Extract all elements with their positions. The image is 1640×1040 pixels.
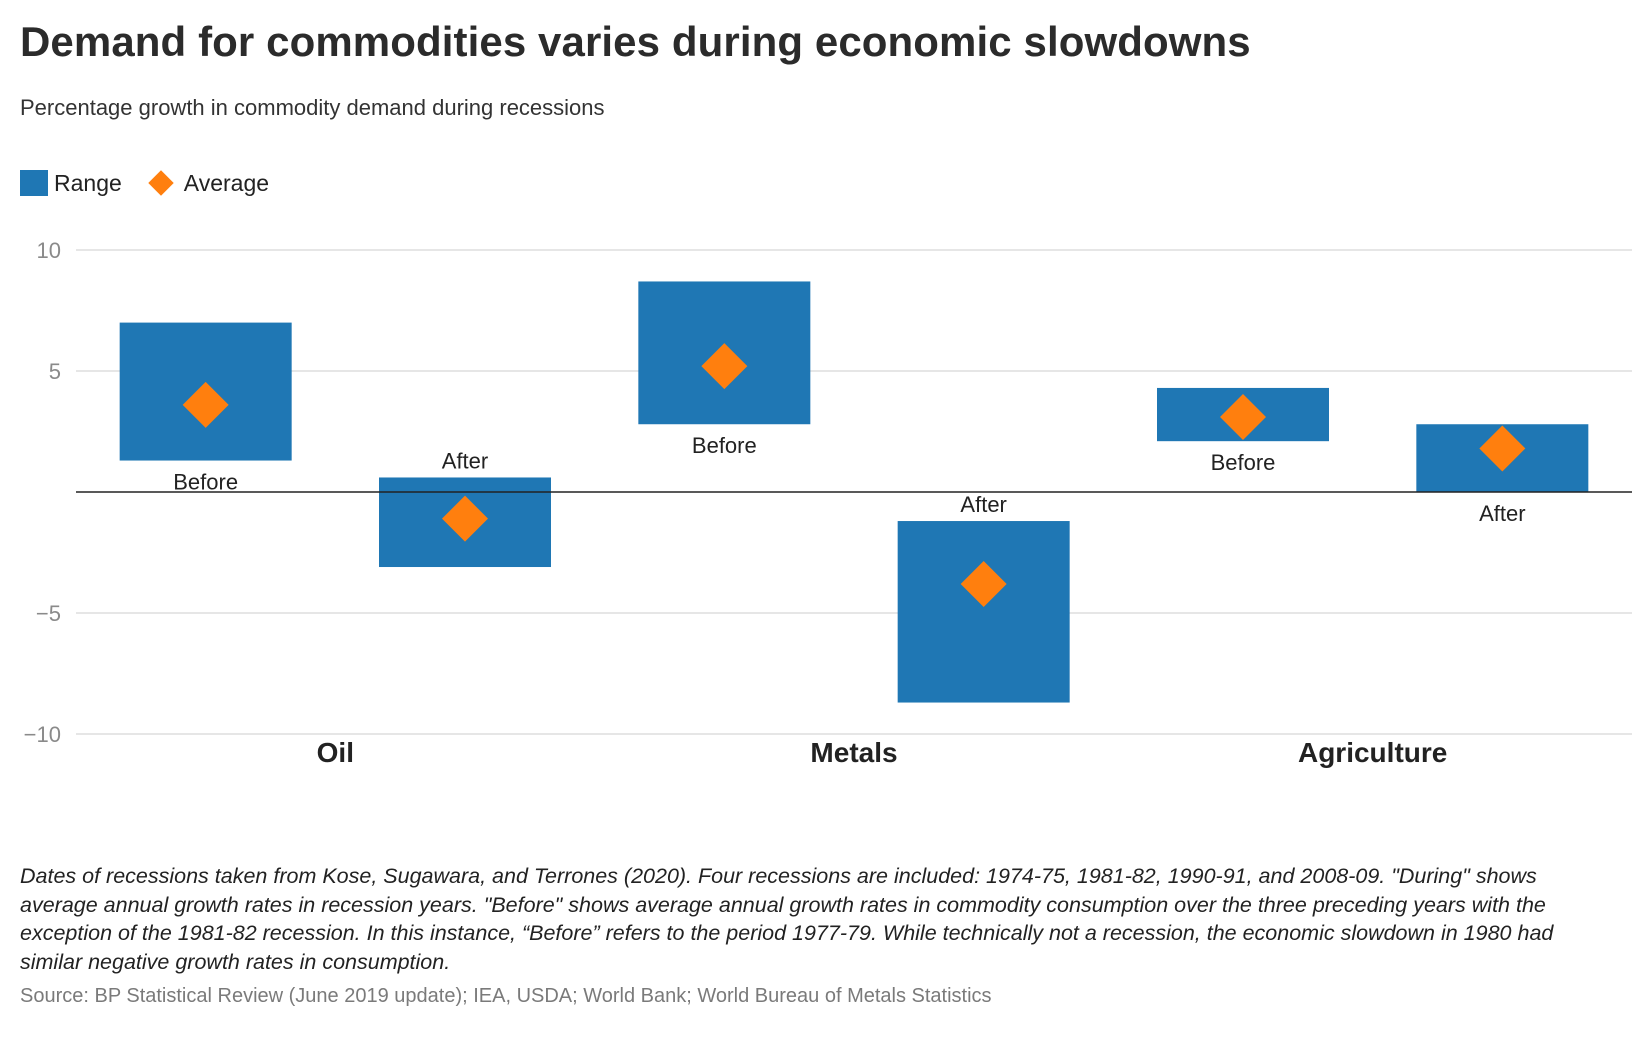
average-marker-oil-before	[182, 381, 229, 428]
legend-item-range[interactable]: Range	[20, 170, 122, 197]
average-marker-agriculture-before	[1220, 393, 1266, 440]
y-tick-label: −5	[36, 601, 61, 626]
period-label-oil-after: After	[442, 448, 488, 473]
legend-average-label: Average	[183, 169, 270, 196]
average-marker-agriculture-after	[1479, 425, 1526, 472]
average-marker-metals-after	[960, 560, 1007, 607]
y-tick-label: −10	[24, 722, 61, 747]
y-tick-label: 5	[49, 359, 61, 384]
chart-subtitle: Percentage growth in commodity demand du…	[20, 95, 605, 120]
range-chart: 10 5 −5 −10 Before After Before After Before Afte…	[24, 238, 1632, 768]
chart-source: Source: BP Statistical Review (June 2019…	[20, 985, 992, 1007]
legend: Range Average	[20, 168, 295, 198]
legend-average-swatch	[148, 170, 174, 196]
legend-range-label: Range	[54, 169, 122, 196]
period-label-oil-before: Before	[173, 470, 238, 495]
group-label-metals: Metals	[810, 737, 897, 768]
group-label-agriculture: Agriculture	[1298, 737, 1447, 768]
group-label-oil: Oil	[317, 737, 354, 768]
period-label-metals-before: Before	[692, 433, 757, 458]
range-bar-metals-after	[897, 521, 1070, 703]
chart-title: Demand for commodities varies during eco…	[20, 18, 1251, 65]
period-label-agriculture-before: Before	[1211, 450, 1276, 475]
period-label-agriculture-after: After	[1479, 501, 1525, 526]
chart-notes: Dates of recessions taken from Kose, Sug…	[20, 864, 1554, 974]
y-tick-label: 10	[37, 238, 61, 263]
period-label-metals-after: After	[960, 492, 1006, 517]
average-marker-metals-before	[701, 343, 748, 390]
legend-range-swatch	[20, 170, 48, 196]
average-marker-oil-after	[442, 495, 488, 542]
legend-item-average[interactable]: Average	[148, 170, 269, 197]
